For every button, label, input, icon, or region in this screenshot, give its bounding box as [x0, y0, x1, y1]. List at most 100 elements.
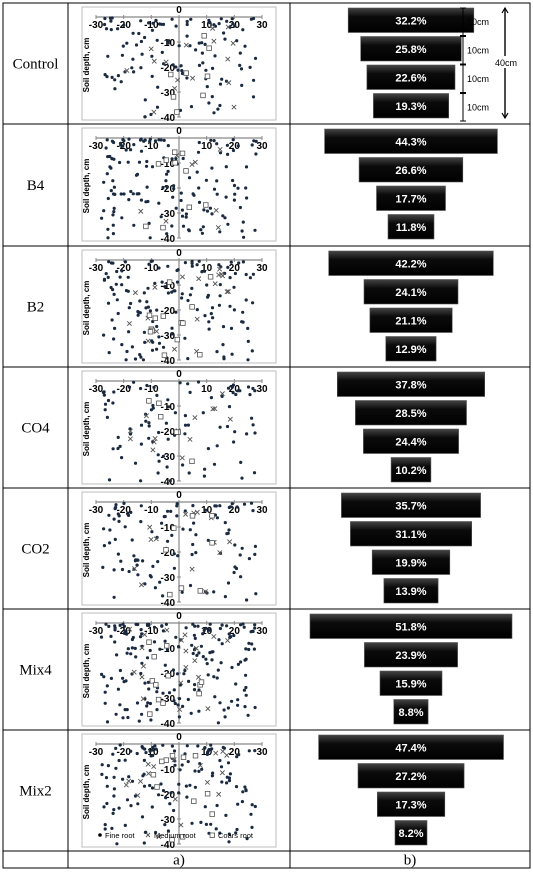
fine-root-point	[210, 166, 214, 170]
fine-root-point	[191, 542, 195, 547]
origin-label: 0	[176, 490, 182, 501]
coarse-root-point	[207, 274, 214, 280]
coarse-root-point	[189, 513, 196, 519]
fine-root-point	[157, 459, 161, 463]
medium-root-point	[171, 346, 178, 352]
medium-root-point	[143, 413, 149, 419]
fine-root-point	[249, 812, 253, 816]
medium-root-point	[183, 648, 189, 654]
fine-root-point	[155, 308, 159, 312]
fine-root-point	[178, 108, 183, 112]
fine-root-point	[180, 292, 184, 296]
medium-root-point	[213, 750, 219, 756]
fine-root-point	[195, 653, 199, 658]
fine-root-point	[202, 208, 206, 212]
fine-root-point	[117, 519, 121, 524]
plot-frame	[81, 6, 277, 121]
medium-root-point	[164, 627, 170, 633]
coarse-root-point	[163, 757, 169, 763]
bar-value-label: 12.9%	[395, 344, 426, 356]
fine-root-point	[114, 282, 118, 286]
fine-root-point	[122, 624, 126, 629]
fine-root-point	[143, 115, 147, 119]
fine-root-point	[244, 673, 248, 677]
fine-root-point	[143, 138, 147, 142]
coarse-root-point	[183, 168, 189, 174]
fine-root-point	[118, 160, 122, 165]
fine-root-point	[155, 690, 159, 694]
fine-root-point	[139, 39, 143, 44]
treatment-label-b2: B2	[27, 300, 45, 316]
fine-root-point	[231, 138, 235, 142]
fine-root-point	[126, 275, 130, 279]
fine-root-point	[215, 516, 219, 520]
total-depth-arrow-top	[501, 6, 509, 14]
coarse-root-point	[163, 547, 169, 553]
fine-root-point	[144, 419, 148, 423]
fine-root-point	[217, 263, 221, 267]
fine-root-point	[188, 783, 192, 787]
y-tick-label: -40	[161, 234, 176, 245]
fine-root-point	[211, 316, 215, 320]
x-tick-label: -10	[144, 505, 159, 516]
fine-root-point	[191, 651, 195, 656]
fine-root-point	[151, 21, 155, 25]
fine-root-point	[102, 805, 106, 809]
fine-root-point	[157, 201, 161, 205]
fine-root-point	[202, 474, 206, 478]
medium-root-point	[194, 316, 200, 322]
root-distribution-bars: 32.2% 25.8% 22.6% 19.3% 44.3% 26.6% 17.7% 11.8%…	[309, 7, 513, 846]
fine-root-point	[224, 79, 229, 83]
fine-root-point	[116, 687, 120, 691]
fine-root-point	[148, 648, 152, 653]
fine-root-point	[205, 209, 210, 213]
fine-root-point	[163, 663, 167, 667]
fine-root-point	[176, 268, 180, 272]
fine-root-point	[216, 107, 220, 111]
plot-frame	[81, 612, 277, 727]
fine-root-point	[164, 622, 168, 626]
fine-root-point	[209, 822, 213, 826]
fine-root-point	[200, 51, 204, 55]
coarse-root-point	[174, 336, 180, 343]
medium-root-point	[126, 778, 132, 784]
fine-root-point	[180, 590, 184, 594]
fine-root-point	[107, 260, 111, 264]
fine-root-point	[236, 662, 240, 667]
fine-root-point	[226, 386, 231, 390]
fine-root-point	[241, 790, 245, 794]
fine-root-point	[136, 573, 140, 577]
fine-root-point	[140, 52, 144, 56]
fine-root-point	[143, 582, 147, 586]
fine-root-point	[227, 779, 232, 783]
fine-root-point	[147, 424, 151, 428]
fine-root-point	[119, 80, 123, 84]
coarse-root-point	[204, 791, 211, 797]
fine-root-point	[150, 805, 154, 809]
medium-root-point	[131, 566, 138, 572]
fine-root-point	[118, 141, 123, 145]
fine-root-point	[142, 330, 146, 334]
fine-root-point	[115, 298, 119, 302]
fine-root-point	[124, 358, 128, 362]
fine-root-point	[112, 517, 116, 521]
medium-root-point	[138, 582, 145, 588]
fine-root-point	[106, 301, 111, 305]
fine-root-point	[149, 754, 153, 758]
fine-root-point	[234, 392, 238, 397]
fine-root-point	[197, 651, 201, 655]
fine-root-point	[184, 215, 188, 219]
fine-root-point	[147, 421, 151, 425]
bar-stack-co4: 37.8% 28.5% 24.4% 10.2%	[336, 371, 485, 483]
fine-root-point	[111, 811, 115, 816]
fine-root-point	[218, 701, 222, 705]
y-tick-label: -20	[161, 63, 176, 74]
fine-root-point	[236, 389, 240, 393]
fine-root-point	[118, 275, 122, 279]
coarse-root-point	[159, 758, 165, 765]
fine-root-point	[166, 539, 170, 543]
coarse-root-point	[170, 94, 177, 100]
coarse-root-point	[203, 202, 209, 208]
bar-layer-3	[371, 549, 451, 575]
origin-label: 0	[176, 248, 182, 259]
